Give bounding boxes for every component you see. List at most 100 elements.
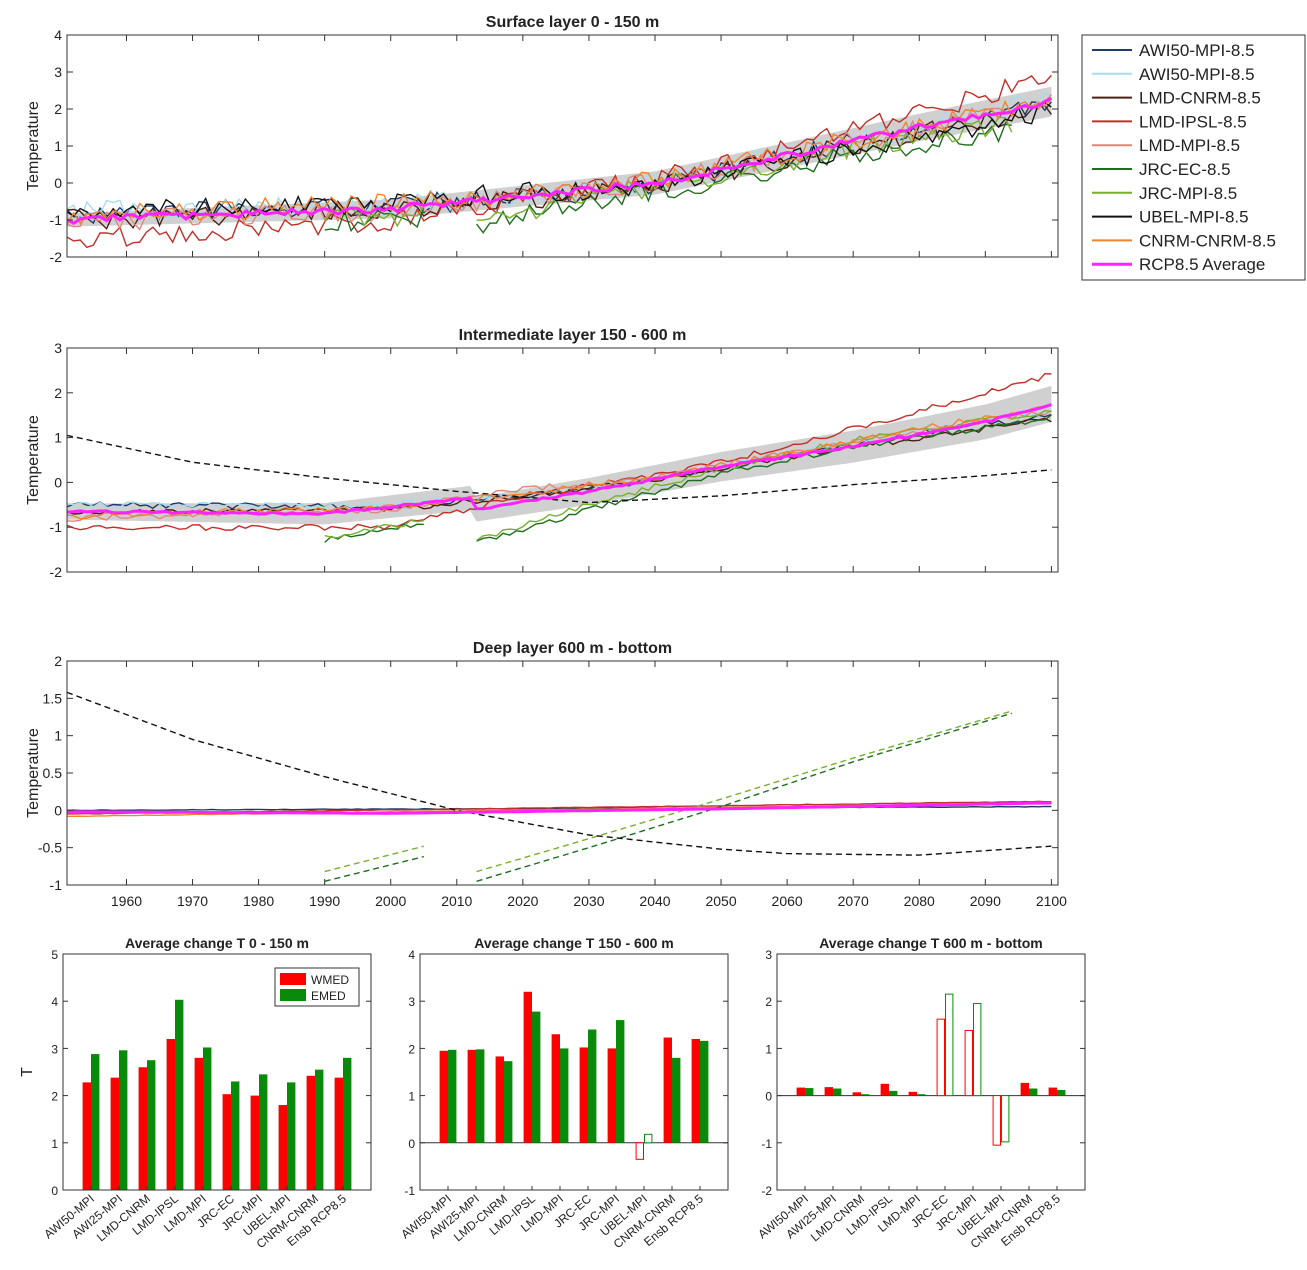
y-tick-label: 1 [54, 138, 62, 154]
legend-label-jrc-mpi-8-5: JRC-MPI-8.5 [1139, 184, 1237, 203]
bar-emed-jrc-ec [945, 993, 954, 1097]
bar-emed-jrc-ec [231, 1081, 240, 1190]
y-tick-label: 1 [408, 1090, 415, 1104]
x-tick-label: 1980 [243, 893, 274, 909]
series-line-cnrm-cnrm-8-5 [67, 404, 1052, 520]
y-tick-label: 0 [54, 175, 62, 191]
y-tick-label: 4 [408, 948, 415, 962]
bar-emed-awi25-mpi [476, 1049, 485, 1143]
bar-emed-jrc-mpi [616, 1020, 625, 1143]
y-axis-label: Temperature [25, 101, 42, 191]
panel-title: Average change T 600 m - bottom [819, 935, 1043, 951]
y-tick-label: 3 [51, 1042, 58, 1056]
y-tick-label: 0 [54, 802, 62, 818]
y-tick-label: 1 [54, 430, 62, 446]
y-tick-label: 3 [54, 340, 62, 356]
y-tick-label: 0 [54, 474, 62, 490]
series-line-lmd-mpi-8-5 [67, 93, 1052, 231]
bar-wmed-jrc-mpi [250, 1095, 259, 1190]
bar-emed-cnrm-cnrm [1029, 1088, 1038, 1096]
plot-frame [62, 953, 372, 1191]
bar-emed-awi50-mpi [91, 1054, 100, 1190]
bar-wmed-lmd-mpi [551, 1034, 560, 1143]
plot-frame [66, 660, 1059, 886]
bar-panel-1: AWI50-MPIAWI25-MPILMD-CNRMLMD-IPSLLMD-MP… [19, 935, 372, 1251]
bar-wmed-ubel-mpi [992, 1095, 1001, 1146]
bar-wmed-ubel-mpi [278, 1105, 287, 1190]
y-tick-label: 3 [54, 64, 62, 80]
y-tick-label: 2 [54, 385, 62, 401]
bar-wmed-lmd-ipsl [880, 1083, 889, 1096]
bar-wmed-awi50-mpi [439, 1050, 448, 1143]
plot-frame [419, 953, 729, 1191]
bar-wmed-lmd-cnrm [138, 1067, 147, 1190]
bar-wmed-awi25-mpi [824, 1087, 833, 1096]
x-tick-label: 2000 [375, 893, 406, 909]
bar-legend-swatch-emed [280, 989, 306, 1001]
legend-label-lmd-cnrm-8-5: LMD-CNRM-8.5 [1139, 89, 1261, 108]
bar-emed-cnrm-cnrm [672, 1057, 681, 1143]
y-tick-label: 3 [765, 948, 772, 962]
bar-emed-jrc-mpi [973, 1003, 982, 1097]
legend-label-lmd-mpi-8-5: LMD-MPI-8.5 [1139, 136, 1240, 155]
bar-emed-lmd-cnrm [147, 1060, 156, 1190]
bar-emed-lmd-ipsl [175, 999, 184, 1190]
bar-wmed-lmd-cnrm [495, 1056, 504, 1143]
bar-emed-awi50-mpi [448, 1049, 457, 1143]
line-panel-1: -2 -1 0 1 2 3 4 Surface layer 0 - 150 m Temperat… [25, 14, 1059, 265]
bar-emed-lmd-cnrm [504, 1061, 513, 1143]
legend-label-cnrm-cnrm-8-5: CNRM-CNRM-8.5 [1139, 231, 1276, 250]
y-axis-label: Temperature [25, 415, 42, 505]
panel-title: Average change T 0 - 150 m [125, 935, 309, 951]
bar-panels: AWI50-MPIAWI25-MPILMD-CNRMLMD-IPSLLMD-MP… [19, 935, 1086, 1251]
bar-wmed-lmd-mpi [194, 1057, 203, 1190]
bar-wmed-lmd-cnrm [852, 1092, 861, 1096]
plot-frame [776, 953, 1086, 1191]
bar-emed-lmd-mpi [917, 1094, 926, 1096]
y-tick-label: 2 [408, 1042, 415, 1056]
line-panel-2: -2 -1 0 1 2 3 Intermediate layer 150 - 600 m Te… [25, 327, 1059, 580]
bar-wmed-ubel-mpi [635, 1142, 644, 1160]
x-tick-label: 1960 [111, 893, 142, 909]
y-tick-label: -0.5 [38, 840, 62, 856]
y-tick-label: 2 [51, 1090, 58, 1104]
bar-legend-swatch-wmed [280, 973, 306, 985]
bar-wmed-jrc-mpi [964, 1029, 973, 1097]
series-line-rcp8-5-average [67, 403, 1052, 516]
plot-frame [66, 347, 1059, 573]
series-line-jrc-mpi-8-5 [324, 710, 1013, 873]
bar-emed-lmd-ipsl [889, 1090, 898, 1096]
bar-emed-ensb-rcp8-5 [700, 1040, 709, 1143]
series-line-lmd-ipsl-8-5 [67, 372, 1052, 532]
legend-label-awi50-mpi-8-5: AWI50-MPI-8.5 [1139, 65, 1255, 84]
bar-panel-2: AWI50-MPIAWI25-MPILMD-CNRMLMD-IPSLLMD-MP… [398, 935, 729, 1251]
series-line-rcp8-5-average [67, 97, 1053, 226]
bar-wmed-ensb-rcp8-5 [334, 1077, 343, 1190]
bar-emed-ensb-rcp8-5 [1057, 1089, 1066, 1096]
bar-wmed-lmd-ipsl [523, 991, 532, 1143]
x-tick-label: 1970 [177, 893, 208, 909]
bar-emed-cnrm-cnrm [315, 1069, 324, 1190]
bar-wmed-awi25-mpi [467, 1049, 476, 1143]
bar-legend-label-wmed: WMED [311, 973, 349, 987]
bar-emed-ubel-mpi [287, 1082, 296, 1190]
y-tick-label: 1 [51, 1137, 58, 1151]
bar-wmed-lmd-ipsl [166, 1038, 175, 1190]
y-tick-label: -1 [50, 877, 63, 893]
y-tick-label: 1 [765, 1042, 772, 1056]
bar-wmed-awi50-mpi [796, 1087, 805, 1096]
bar-emed-lmd-mpi [560, 1048, 569, 1143]
panel-title: Surface layer 0 - 150 m [486, 14, 659, 31]
series-line-jrc-ec-8-5 [324, 712, 1013, 882]
legend-label-ubel-mpi-8-5: UBEL-MPI-8.5 [1139, 208, 1249, 227]
legend-label-rcp8-5-average: RCP8.5 Average [1139, 255, 1265, 274]
y-tick-label: 5 [51, 948, 58, 962]
bar-emed-jrc-ec [588, 1029, 597, 1143]
series-line-lmd-ipsl-8-5 [67, 74, 1052, 249]
plot-frame [66, 34, 1059, 258]
y-tick-label: -2 [50, 249, 63, 265]
x-tick-label: 2060 [772, 893, 803, 909]
bar-wmed-jrc-mpi [607, 1048, 616, 1143]
y-tick-label: -2 [761, 1184, 772, 1198]
